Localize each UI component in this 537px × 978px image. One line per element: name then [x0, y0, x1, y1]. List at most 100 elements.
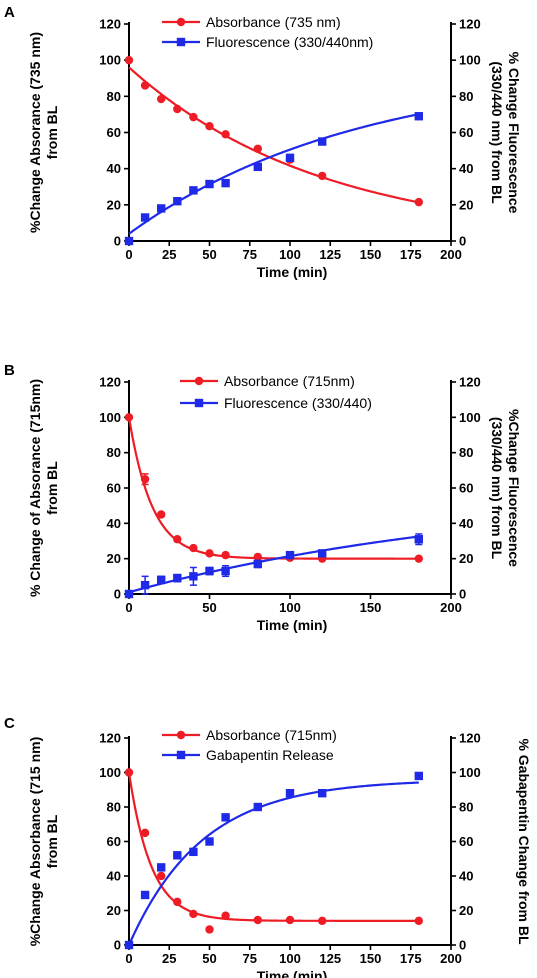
data-point — [173, 897, 182, 907]
y-axis-title-right-line: (330/440 nm) from BL — [489, 61, 505, 204]
legend-label: Gabapentin Release — [206, 747, 334, 763]
x-tick-label: 50 — [202, 600, 216, 615]
y-left-tick-label: 80 — [107, 445, 121, 460]
data-point — [285, 153, 295, 163]
y-right-tick-label: 120 — [459, 375, 481, 390]
y-right-tick-label: 20 — [459, 197, 473, 212]
data-point — [253, 915, 262, 925]
y-right-tick-label: 100 — [459, 53, 481, 68]
x-tick-label: 100 — [279, 247, 301, 262]
data-point — [253, 144, 262, 153]
data-point — [205, 549, 214, 558]
x-tick-label: 200 — [440, 600, 462, 615]
data-point — [285, 550, 295, 560]
x-tick-label: 50 — [202, 247, 216, 262]
data-point — [189, 847, 198, 857]
x-tick-label: 200 — [440, 247, 462, 262]
series-blue — [124, 112, 423, 246]
series-fit-line — [128, 66, 420, 204]
y-right-tick-label: 60 — [459, 125, 473, 140]
y-right-tick-label: 0 — [459, 234, 466, 249]
data-point — [157, 871, 166, 881]
data-point — [414, 112, 423, 121]
y-left-tick-label: 120 — [99, 731, 121, 746]
data-point — [124, 55, 134, 65]
x-tick-label: 25 — [162, 247, 176, 262]
series-absorbance — [124, 768, 423, 934]
panel-letter: B — [4, 362, 15, 379]
y-axis-title-right: % Gabapentin Change from BL — [516, 738, 532, 945]
series-fit-line — [127, 781, 419, 946]
y-axis-title-left: %Change Absorbance (715 nm)from BL — [27, 737, 60, 947]
y-axis-title-right-line: % Gabapentin Change from BL — [516, 738, 532, 945]
x-axis-title: Time (min) — [257, 617, 328, 633]
data-point — [205, 179, 214, 189]
data-point — [318, 171, 327, 181]
data-point — [253, 559, 262, 569]
data-point — [253, 802, 262, 812]
y-right-tick-label: 60 — [459, 481, 473, 496]
data-point — [140, 213, 150, 222]
legend-entry: Absorbance (735 nm) — [162, 14, 341, 30]
y-right-tick-label: 0 — [459, 587, 466, 602]
data-point — [140, 81, 150, 90]
y-right-tick-label: 120 — [459, 17, 481, 32]
x-tick-label: 125 — [319, 247, 341, 262]
panel-letter: A — [4, 4, 15, 21]
x-tick-label: 150 — [360, 951, 382, 966]
y-axis-title-left-line: %Change Absorbance (715 nm) — [27, 737, 43, 947]
data-point — [414, 771, 423, 781]
series-fit-line — [128, 535, 419, 594]
x-tick-label: 75 — [243, 951, 257, 966]
series-fit-line — [127, 772, 419, 922]
y-left-tick-label: 20 — [107, 551, 121, 566]
data-point — [173, 535, 182, 544]
series-blue — [124, 771, 423, 950]
data-point — [140, 890, 150, 900]
x-axis-title: Time (min) — [257, 968, 328, 978]
y-axis-title-right: %Change Fluorescence(330/440 nm) from BL — [489, 409, 522, 567]
y-axis-title-right: % Change Fluorescence(330/440 nm) from B… — [489, 52, 522, 214]
y-axis-title-left-line: %Change Absorance (735 nm) — [27, 32, 43, 233]
y-axis-title-right-line: (330/440 nm) from BL — [489, 417, 505, 560]
data-point — [205, 566, 214, 576]
data-point — [189, 112, 198, 122]
data-point — [221, 813, 230, 822]
x-tick-label: 0 — [125, 247, 132, 262]
legend-marker — [176, 730, 186, 740]
legend-marker — [176, 37, 186, 47]
y-axis-title-right-line: %Change Fluorescence — [506, 409, 522, 567]
data-point — [189, 543, 198, 553]
data-point — [189, 572, 198, 581]
data-point — [124, 413, 134, 422]
data-point — [221, 566, 230, 576]
y-right-tick-label: 60 — [459, 834, 473, 849]
data-point — [124, 589, 134, 599]
data-point — [414, 197, 423, 207]
y-left-tick-label: 60 — [107, 481, 121, 496]
y-left-tick-label: 0 — [114, 587, 121, 602]
series-fit-line — [128, 113, 420, 235]
data-point — [189, 909, 198, 919]
data-point — [173, 851, 182, 860]
data-point — [318, 789, 327, 798]
legend-label: Absorbance (715nm) — [224, 373, 355, 389]
y-left-tick-label: 20 — [107, 903, 121, 918]
panel-letter: C — [4, 715, 15, 732]
legend-entry: Absorbance (715nm) — [180, 373, 355, 389]
legend-marker — [176, 750, 186, 760]
data-point — [221, 550, 230, 560]
x-tick-label: 0 — [125, 951, 132, 966]
x-tick-label: 125 — [319, 951, 341, 966]
data-point — [285, 915, 295, 925]
x-axis-title: Time (min) — [257, 264, 328, 280]
y-left-tick-label: 40 — [107, 516, 121, 531]
data-point — [124, 236, 134, 246]
legend-marker — [194, 398, 204, 408]
y-left-tick-label: 0 — [114, 234, 121, 249]
chart-panel-a: A0 25 50 75 100 125 150 175 20002040608010012002… — [4, 4, 522, 280]
y-right-tick-label: 100 — [459, 410, 481, 425]
x-tick-label: 175 — [400, 247, 422, 262]
data-point — [157, 863, 166, 872]
y-left-tick-label: 40 — [107, 161, 121, 176]
